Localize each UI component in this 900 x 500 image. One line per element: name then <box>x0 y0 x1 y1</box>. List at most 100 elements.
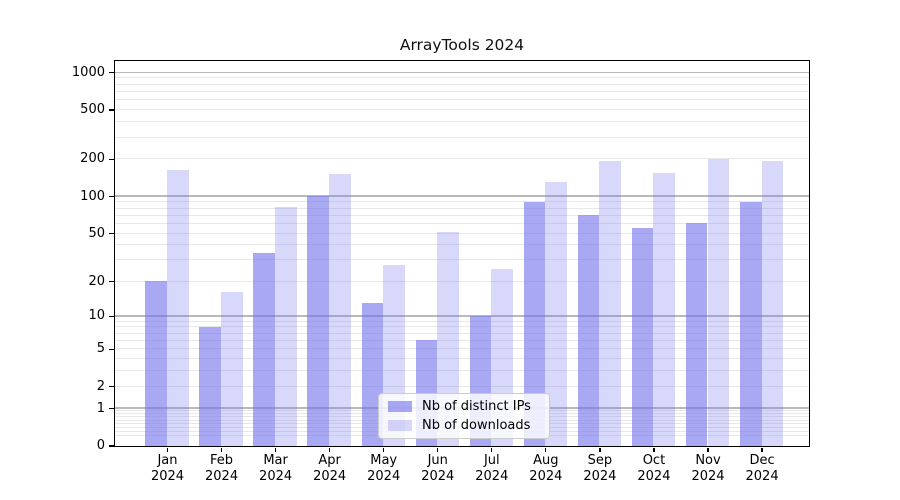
x-tick-month: Jul <box>483 453 500 468</box>
gridline-minor <box>114 222 809 224</box>
nb-of-downloads-bar-dec <box>761 160 784 446</box>
y-tick-label: 5 <box>96 341 105 357</box>
x-tick-month: Mar <box>263 453 288 468</box>
nb-of-downloads-bar-aug <box>545 181 568 446</box>
gridline-minor <box>114 339 809 341</box>
x-tick-year: 2024 <box>745 469 779 484</box>
nb-of-distinct-ips-bar-jan <box>145 281 167 446</box>
gridline-minor <box>114 259 809 261</box>
nb-of-downloads-bar-apr <box>329 174 351 446</box>
legend-label: Nb of downloads <box>422 418 531 433</box>
gridline-minor <box>114 214 809 216</box>
nb-of-downloads-bar-jun <box>437 232 459 446</box>
gridline-minor <box>114 385 809 387</box>
x-tick-month: Dec <box>749 453 775 468</box>
y-tick-label: 2 <box>96 378 105 394</box>
x-tick <box>166 447 169 452</box>
x-tick-month: Sep <box>587 453 613 468</box>
x-tick-year: 2024 <box>583 469 617 484</box>
nb-of-downloads-bar-feb <box>221 292 243 446</box>
x-tick-label: Mar 2024 <box>249 453 303 485</box>
gridline-minor <box>114 326 809 328</box>
legend: Nb of distinct IPs Nb of downloads <box>378 393 550 439</box>
nb-of-distinct-ips-bar-feb <box>199 326 222 446</box>
x-tick-label: Nov 2024 <box>681 453 735 485</box>
y-tick-label: 0 <box>96 438 105 453</box>
nb-of-downloads-bar-sep <box>599 160 622 446</box>
gridline-minor <box>114 201 809 203</box>
x-tick <box>383 447 385 452</box>
gridline-major <box>114 195 809 197</box>
gridline-major <box>114 315 809 317</box>
plot-area <box>113 59 810 447</box>
nb-of-distinct-ips-bar-apr <box>307 196 330 446</box>
gridline-minor <box>114 320 809 322</box>
gridline-minor <box>114 158 809 160</box>
x-tick-month: Feb <box>210 453 234 468</box>
nb-of-downloads-bar-oct <box>653 172 676 446</box>
x-tick-month: Oct <box>642 453 666 468</box>
nb-of-distinct-ips-bar-nov <box>685 222 708 446</box>
x-tick <box>220 447 223 452</box>
gridline-minor <box>114 121 809 123</box>
nb-of-distinct-ips-bar-sep <box>577 215 600 446</box>
y-tick-label: 1000 <box>71 64 105 80</box>
x-tick-year: 2024 <box>529 469 563 484</box>
gridline-minor <box>114 280 809 282</box>
x-tick <box>437 447 439 452</box>
gridline-minor <box>114 358 809 360</box>
x-tick <box>761 447 763 452</box>
x-tick <box>491 447 493 452</box>
x-tick <box>707 447 709 452</box>
x-tick-label: May 2024 <box>357 453 411 485</box>
gridline-minor <box>114 90 809 92</box>
gridline-minor <box>114 99 809 101</box>
gridline-minor <box>114 370 809 372</box>
gridline-minor <box>114 332 809 334</box>
legend-item: Nb of downloads <box>388 418 549 433</box>
x-tick-month: Nov <box>695 453 721 468</box>
x-tick-label: Jul 2024 <box>465 453 519 485</box>
x-tick <box>599 447 601 452</box>
x-tick-year: 2024 <box>475 469 509 484</box>
nb-of-distinct-ips-bar-aug <box>523 201 546 446</box>
x-tick <box>274 447 277 452</box>
nb-of-distinct-ips-bar-dec <box>739 201 762 446</box>
legend-item: Nb of distinct IPs <box>388 399 549 414</box>
nb-of-distinct-ips-bar-mar <box>253 253 276 446</box>
gridline-minor <box>114 136 809 138</box>
x-tick <box>329 447 331 452</box>
y-tick-label: 10 <box>88 308 105 324</box>
nb-of-downloads-bar-mar <box>275 207 297 446</box>
legend-swatch-nb-of-downloads <box>388 420 412 431</box>
x-tick-label: Apr 2024 <box>303 453 357 485</box>
x-tick-year: 2024 <box>691 469 725 484</box>
y-tick-label: 1 <box>96 400 105 416</box>
x-tick-month: Apr <box>318 453 341 468</box>
x-tick-label: Sep 2024 <box>573 453 627 485</box>
legend-label: Nb of distinct IPs <box>422 399 531 414</box>
x-tick-year: 2024 <box>637 469 671 484</box>
x-tick-month: Aug <box>533 453 559 468</box>
y-tick-label: 20 <box>88 273 105 289</box>
x-tick-year: 2024 <box>313 469 347 484</box>
nb-of-distinct-ips-bar-oct <box>631 228 654 446</box>
x-tick-label: Feb 2024 <box>195 453 249 485</box>
y-tick-label: 200 <box>80 151 105 167</box>
x-tick <box>545 447 547 452</box>
gridline-minor <box>114 109 809 111</box>
x-tick-label: Dec 2024 <box>735 453 789 485</box>
y-tick-label: 100 <box>80 188 105 204</box>
x-tick-year: 2024 <box>367 469 401 484</box>
gridline-major <box>114 71 809 73</box>
x-tick-month: May <box>370 453 398 468</box>
nb-of-downloads-bar-nov <box>707 158 730 446</box>
x-tick-year: 2024 <box>150 469 185 484</box>
legend-swatch-nb-of-distinct-ips <box>388 401 412 412</box>
x-tick-label: Oct 2024 <box>627 453 681 485</box>
y-tick-label: 500 <box>80 102 105 118</box>
x-tick-label: Jun 2024 <box>411 453 465 485</box>
gridline-minor <box>114 207 809 209</box>
x-tick-month: Jun <box>427 453 448 468</box>
